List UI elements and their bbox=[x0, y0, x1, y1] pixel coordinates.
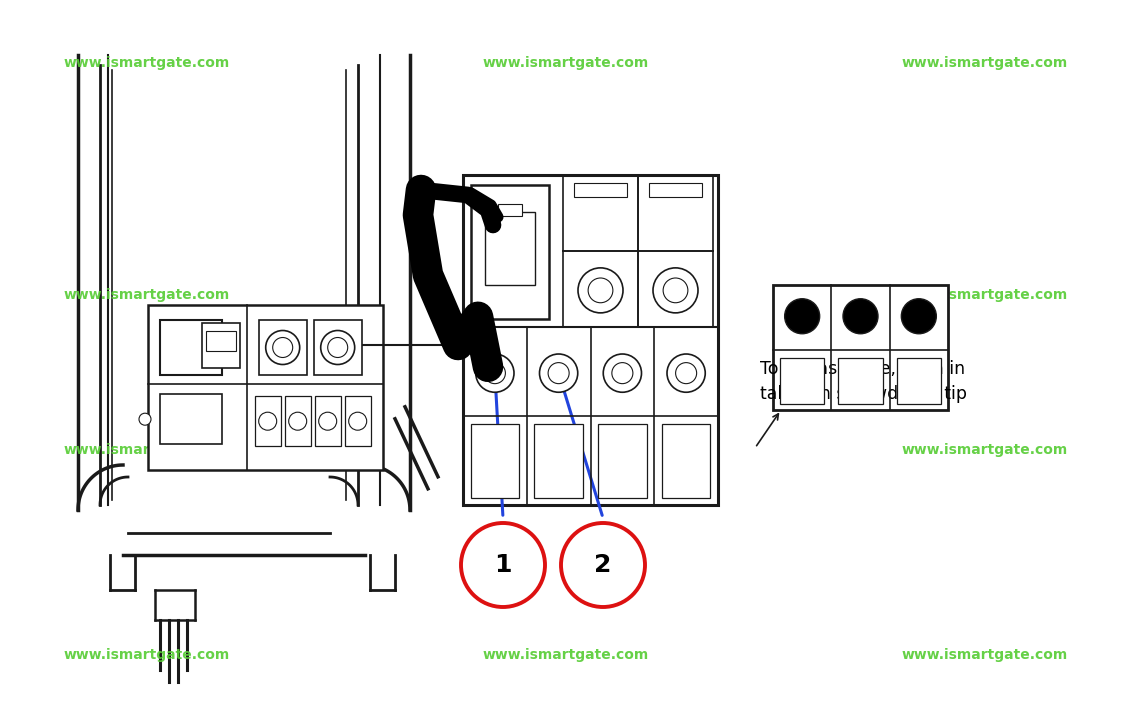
Circle shape bbox=[561, 523, 645, 607]
Text: 2: 2 bbox=[595, 553, 612, 577]
Text: www.ismartgate.com: www.ismartgate.com bbox=[483, 288, 649, 302]
Text: www.ismartgate.com: www.ismartgate.com bbox=[902, 56, 1068, 70]
Circle shape bbox=[484, 362, 505, 384]
Circle shape bbox=[588, 278, 613, 303]
Text: www.ismartgate.com: www.ismartgate.com bbox=[483, 648, 649, 662]
Bar bbox=[662, 424, 710, 498]
Text: www.ismartgate.com: www.ismartgate.com bbox=[63, 443, 230, 457]
Circle shape bbox=[843, 299, 878, 334]
Circle shape bbox=[273, 337, 292, 357]
Circle shape bbox=[258, 412, 276, 430]
Text: To release wire, push in
tab with screwdriver tip: To release wire, push in tab with screwd… bbox=[760, 360, 966, 403]
Text: www.ismartgate.com: www.ismartgate.com bbox=[63, 648, 230, 662]
Text: www.ismartgate.com: www.ismartgate.com bbox=[63, 288, 230, 302]
Bar bbox=[838, 358, 883, 404]
Bar bbox=[160, 394, 222, 444]
Text: www.ismartgate.com: www.ismartgate.com bbox=[902, 288, 1068, 302]
Circle shape bbox=[321, 331, 355, 365]
Circle shape bbox=[327, 337, 348, 357]
Bar bbox=[471, 185, 550, 319]
Circle shape bbox=[663, 278, 688, 303]
Circle shape bbox=[785, 299, 819, 334]
Text: www.ismartgate.com: www.ismartgate.com bbox=[483, 443, 649, 457]
Bar bbox=[773, 285, 948, 410]
Bar bbox=[344, 396, 370, 446]
Circle shape bbox=[653, 268, 698, 313]
Text: www.ismartgate.com: www.ismartgate.com bbox=[483, 56, 649, 70]
Circle shape bbox=[902, 299, 936, 334]
Bar bbox=[202, 323, 240, 368]
Text: www.ismartgate.com: www.ismartgate.com bbox=[902, 648, 1068, 662]
Circle shape bbox=[667, 354, 705, 393]
Bar bbox=[470, 424, 519, 498]
Bar bbox=[463, 175, 718, 505]
Bar bbox=[574, 183, 627, 197]
Text: 1: 1 bbox=[494, 553, 512, 577]
Bar bbox=[535, 424, 582, 498]
Circle shape bbox=[675, 362, 697, 384]
Bar bbox=[485, 212, 535, 285]
Circle shape bbox=[539, 354, 578, 393]
Bar bbox=[255, 396, 281, 446]
Bar bbox=[499, 203, 521, 216]
Bar bbox=[780, 358, 825, 404]
Circle shape bbox=[139, 413, 151, 425]
Text: www.ismartgate.com: www.ismartgate.com bbox=[63, 56, 230, 70]
Circle shape bbox=[603, 354, 641, 393]
Bar bbox=[148, 305, 383, 470]
Circle shape bbox=[612, 362, 633, 384]
Bar bbox=[314, 320, 361, 375]
Circle shape bbox=[461, 523, 545, 607]
Bar bbox=[284, 396, 310, 446]
Bar bbox=[160, 320, 222, 375]
Bar bbox=[258, 320, 307, 375]
Circle shape bbox=[578, 268, 623, 313]
Circle shape bbox=[318, 412, 337, 430]
Text: www.ismartgate.com: www.ismartgate.com bbox=[902, 443, 1068, 457]
Circle shape bbox=[548, 362, 569, 384]
Bar bbox=[315, 396, 341, 446]
Circle shape bbox=[476, 354, 514, 393]
Bar bbox=[598, 424, 647, 498]
Bar bbox=[896, 358, 942, 404]
Circle shape bbox=[349, 412, 367, 430]
Circle shape bbox=[266, 331, 300, 365]
Bar bbox=[649, 183, 701, 197]
Bar bbox=[206, 331, 236, 352]
Circle shape bbox=[289, 412, 307, 430]
